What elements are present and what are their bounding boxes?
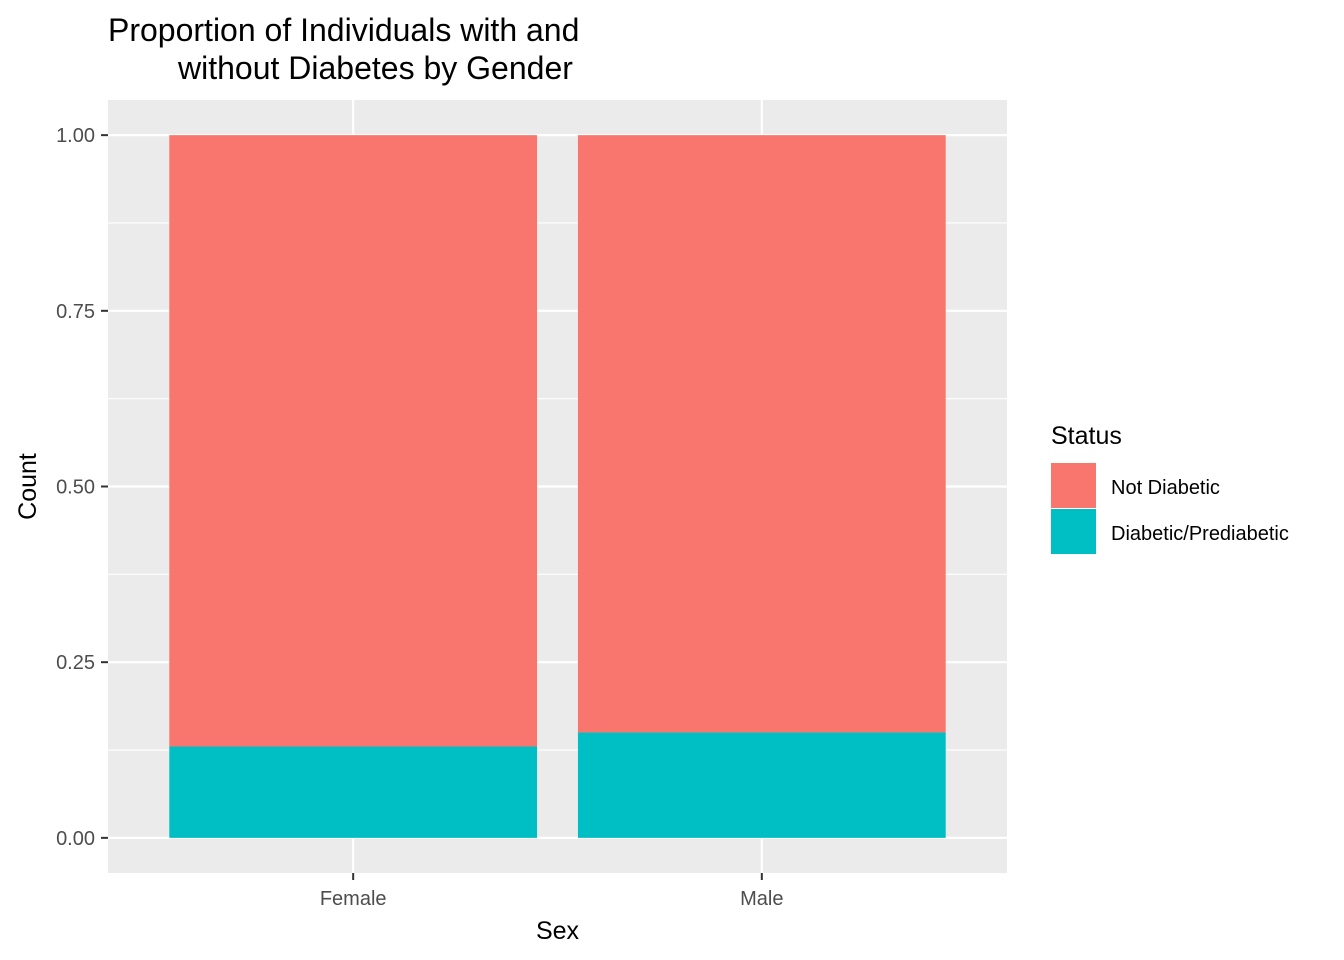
y-tick-label: 0.50 xyxy=(56,477,95,499)
y-tick-label: 1.00 xyxy=(56,125,95,147)
y-tick-label: 0.75 xyxy=(56,301,95,323)
chart-title-line-2: without Diabetes by Gender xyxy=(177,50,573,86)
x-tick-label: Male xyxy=(740,888,783,910)
bar-segment xyxy=(577,135,946,733)
y-axis-title: Count xyxy=(14,453,42,520)
y-tick-label: 0.00 xyxy=(56,828,95,850)
legend: Status Not Diabetic Diabetic/Prediabetic xyxy=(1051,422,1289,554)
legend-label: Not Diabetic xyxy=(1111,477,1220,499)
bar-segment xyxy=(169,746,538,838)
bars xyxy=(169,135,946,838)
y-axis: 0.00 0.25 0.50 0.75 1.00 xyxy=(56,125,108,850)
chart-title: Proportion of Individuals with and witho… xyxy=(108,12,579,86)
legend-title: Status xyxy=(1051,422,1122,450)
chart-title-line-1: Proportion of Individuals with and xyxy=(108,12,579,48)
bar-segment xyxy=(577,732,946,838)
y-tick-label: 0.25 xyxy=(56,652,95,674)
bar-segment xyxy=(169,135,538,747)
legend-key xyxy=(1051,463,1096,508)
legend-key xyxy=(1051,509,1096,554)
legend-label: Diabetic/Prediabetic xyxy=(1111,523,1289,545)
x-tick-label: Female xyxy=(320,888,387,910)
x-axis-title: Sex xyxy=(536,917,580,945)
x-axis: Female Male xyxy=(320,873,783,910)
